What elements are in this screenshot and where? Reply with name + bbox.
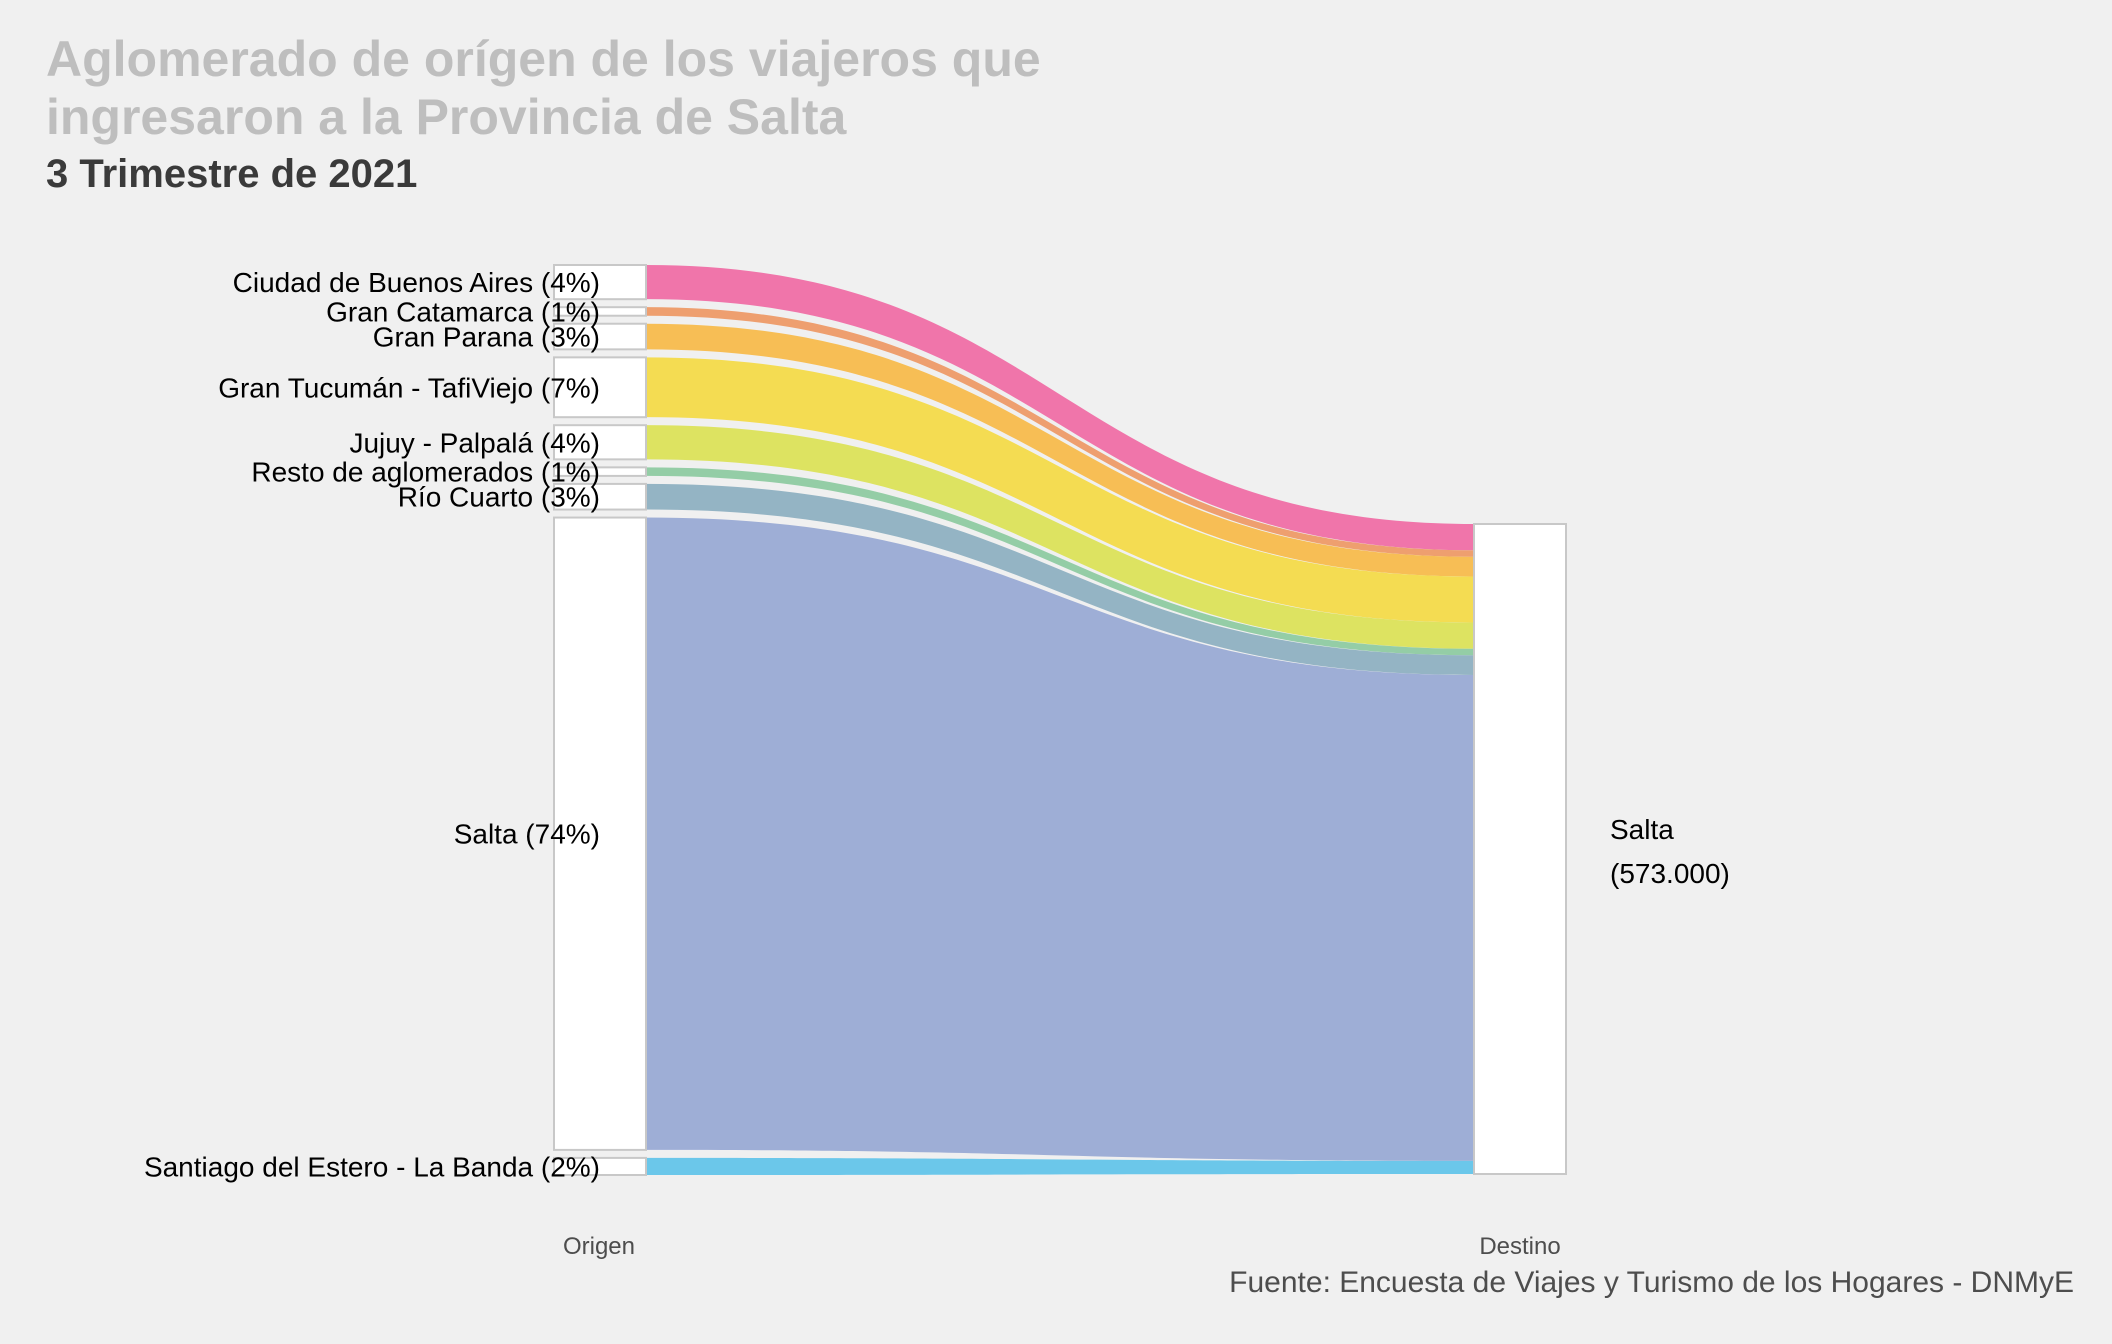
flow-link xyxy=(646,265,1474,551)
origin-node xyxy=(553,356,647,419)
chart-title: Aglomerado de orígen de los viajeros que… xyxy=(46,30,1041,146)
flow-link xyxy=(646,1157,1474,1175)
flow-link xyxy=(646,323,1474,577)
flow-link xyxy=(646,307,1474,557)
axis-label: Origen xyxy=(563,1233,635,1260)
chart-title-line: ingresaron a la Provincia de Salta xyxy=(46,89,847,145)
origin-node xyxy=(553,322,647,351)
sankey-labels: Ciudad de Buenos Aires (4%)Gran Catamarc… xyxy=(144,267,1730,1260)
origin-node xyxy=(553,264,647,301)
origin-node xyxy=(553,466,647,477)
origin-label: Ciudad de Buenos Aires (4%) xyxy=(233,267,600,298)
origin-label: Gran Catamarca (1%) xyxy=(326,296,600,327)
flow-link xyxy=(646,425,1474,649)
origin-label: Salta (74%) xyxy=(454,819,600,850)
origin-node xyxy=(553,1156,647,1176)
destination-label: Salta xyxy=(1610,814,1674,845)
chart-title-line: Aglomerado de orígen de los viajeros que xyxy=(46,31,1041,87)
sankey-links xyxy=(646,265,1474,1175)
origin-node xyxy=(553,482,647,511)
chart-subtitle: 3 Trimestre de 2021 xyxy=(46,152,418,196)
flow-link xyxy=(646,467,1474,656)
origin-label: Río Cuarto (3%) xyxy=(398,482,600,513)
origin-label: Jujuy - Palpalá (4%) xyxy=(349,427,600,458)
flow-link xyxy=(646,483,1474,676)
origin-label: Gran Parana (3%) xyxy=(373,322,600,353)
destination-label: (573.000) xyxy=(1610,858,1730,889)
origin-label: Santiago del Estero - La Banda (2%) xyxy=(144,1151,600,1182)
origin-node xyxy=(553,424,647,461)
origin-node xyxy=(553,516,647,1151)
axis-label: Destino xyxy=(1479,1233,1560,1260)
flow-link xyxy=(646,357,1474,623)
origin-node xyxy=(553,306,647,317)
flow-link xyxy=(646,517,1474,1161)
origin-label: Resto de aglomerados (1%) xyxy=(251,457,600,488)
destination-node xyxy=(1473,523,1567,1175)
origin-label: Gran Tucumán - TafiViejo (7%) xyxy=(218,372,600,403)
chart-caption: Fuente: Encuesta de Viajes y Turismo de … xyxy=(1229,1266,2074,1299)
sankey-nodes xyxy=(553,264,1567,1176)
